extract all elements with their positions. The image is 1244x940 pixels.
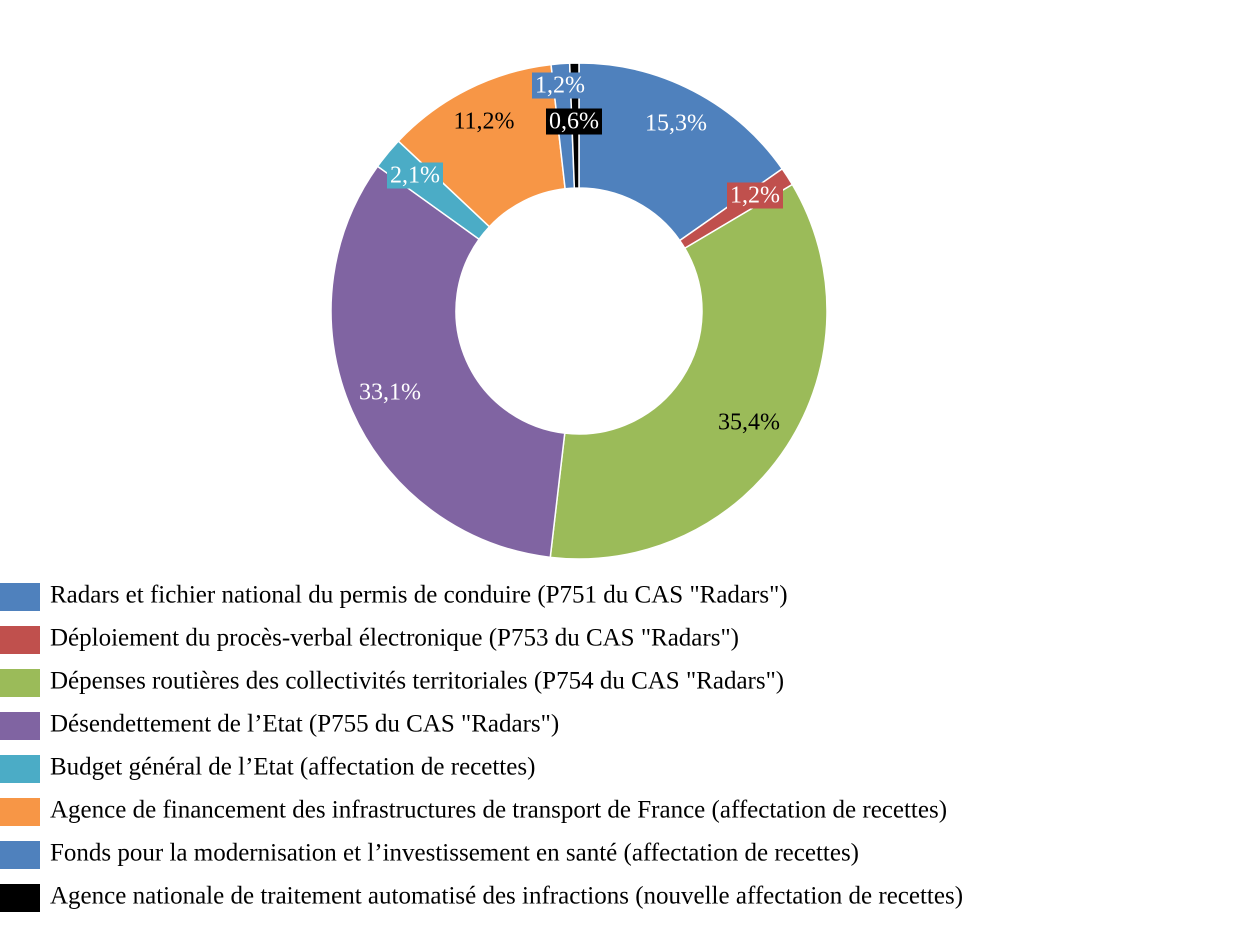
legend-label: Désendettement de l’Etat (P755 du CAS "R…	[50, 711, 559, 738]
data-label-group: 11,2%	[453, 109, 514, 135]
data-label: 35,4%	[718, 410, 780, 436]
data-label-group: 2,1%	[387, 162, 443, 189]
data-label-box	[727, 182, 783, 209]
legend-swatch	[0, 841, 40, 869]
donut-slice	[549, 183, 828, 560]
legend-label: Radars et fichier national du permis de …	[50, 582, 788, 609]
legend-swatch	[0, 798, 40, 826]
legend-label: Déploiement du procès-verbal électroniqu…	[50, 625, 739, 652]
data-label: 11,2%	[453, 109, 514, 135]
legend-swatch	[0, 626, 40, 654]
data-label: 33,1%	[359, 380, 421, 406]
data-label-group: 1,2%	[727, 182, 783, 209]
legend-swatch	[0, 884, 40, 912]
data-label-group: 35,4%	[718, 410, 780, 436]
legend-label: Agence de financement des infrastructure…	[50, 797, 947, 824]
legend-swatch	[0, 755, 40, 783]
data-label: 2,1%	[390, 163, 440, 189]
legend-label: Fonds pour la modernisation et l’investi…	[50, 840, 859, 867]
data-label-group: 15,3%	[645, 111, 707, 137]
data-label: 1,2%	[535, 73, 585, 99]
data-label-group: 0,6%	[546, 108, 602, 135]
data-label-group: 1,2%	[532, 72, 588, 99]
legend-swatch	[0, 583, 40, 611]
legend-swatch	[0, 712, 40, 740]
legend-swatch	[0, 669, 40, 697]
legend-label: Dépenses routières des collectivités ter…	[50, 668, 784, 695]
data-label: 15,3%	[645, 111, 707, 137]
data-label-box	[387, 162, 443, 189]
legend-label: Agence nationale de traitement automatis…	[50, 883, 963, 910]
data-label-box	[532, 72, 588, 99]
donut-slice	[330, 165, 566, 559]
data-label: 1,2%	[730, 183, 780, 209]
data-label: 0,6%	[549, 109, 599, 135]
data-label-group: 33,1%	[359, 380, 421, 406]
legend-label: Budget général de l’Etat (affectation de…	[50, 754, 535, 781]
data-label-box	[546, 108, 602, 135]
